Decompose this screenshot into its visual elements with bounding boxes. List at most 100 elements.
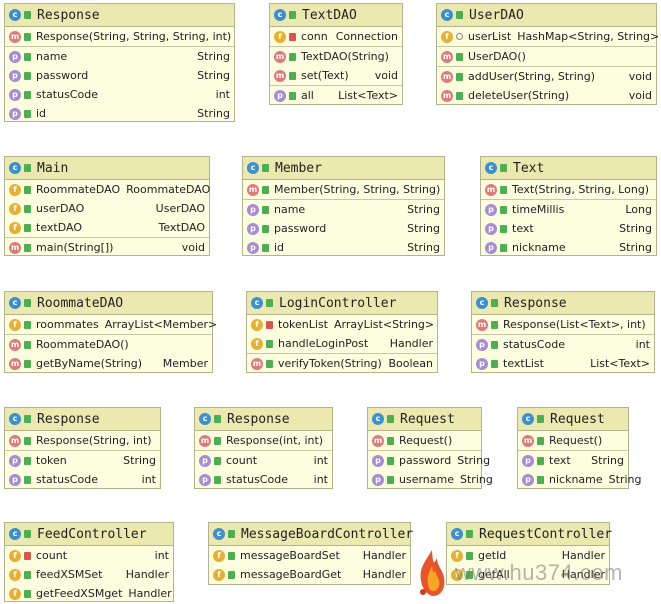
class-section: p text String p nickname String — [518, 451, 641, 489]
member-type: String — [407, 203, 440, 216]
class-icon: c — [9, 9, 21, 21]
public-visibility-icon — [456, 91, 463, 100]
package-visibility-icon — [456, 33, 463, 40]
public-visibility-icon — [456, 52, 463, 61]
class-section: m Response(List<Text>, int) — [472, 315, 654, 335]
member-type: Handler — [561, 568, 605, 581]
public-visibility-icon — [491, 299, 498, 307]
class-name: Response — [37, 7, 100, 23]
method-row: m Response(List<Text>, int) — [472, 315, 654, 334]
public-visibility-icon — [537, 436, 544, 445]
property-row: p statusCode int — [5, 85, 234, 104]
class-name: RequestController — [479, 526, 613, 542]
class-icon: c — [451, 528, 463, 540]
public-visibility-icon — [24, 243, 31, 252]
class-name: Response — [227, 411, 290, 427]
public-visibility-icon — [537, 456, 544, 465]
class-section: m TextDAO(String) m set(Text) void — [270, 47, 402, 86]
field-icon: f — [9, 318, 21, 331]
property-row: p timeMillis Long — [481, 200, 656, 219]
class-header: c Request — [518, 408, 628, 431]
member-type: void — [374, 69, 398, 82]
public-visibility-icon — [500, 243, 507, 252]
member-type: String — [197, 50, 230, 63]
public-visibility-icon — [289, 11, 296, 19]
method-row: m deleteUser(String) void — [437, 86, 656, 105]
public-visibility-icon — [228, 551, 235, 560]
member-name: Text(String, String, Long) — [512, 183, 650, 196]
member-name: username — [399, 473, 454, 486]
field-row: f conn Connection — [270, 27, 402, 46]
public-visibility-icon — [491, 320, 498, 329]
class-section: f conn Connection — [270, 27, 402, 47]
member-name: TextDAO(String) — [301, 50, 389, 63]
method-row: m Response(String, String, String, int) — [5, 27, 234, 46]
method-row: m set(Text) void — [270, 66, 402, 85]
member-type: int — [141, 473, 156, 486]
public-visibility-icon — [500, 185, 507, 194]
property-row: p statusCode int — [472, 335, 654, 354]
member-type: int — [215, 88, 230, 101]
method-icon: m — [274, 50, 286, 63]
property-icon: p — [372, 473, 384, 486]
private-lock-icon — [289, 32, 296, 41]
public-visibility-icon — [24, 164, 31, 172]
member-name: userDAO — [36, 202, 85, 215]
method-row: m UserDAO() — [437, 47, 656, 66]
member-name: getAll — [478, 568, 510, 581]
property-row: p name String — [243, 200, 444, 219]
public-visibility-icon — [24, 456, 31, 465]
property-row: p password String — [5, 66, 234, 85]
field-icon: f — [9, 221, 21, 234]
class-icon: c — [274, 9, 286, 21]
member-name: set(Text) — [301, 69, 349, 82]
public-visibility-icon — [24, 71, 31, 80]
field-icon: f — [9, 549, 21, 562]
member-type: String — [123, 454, 156, 467]
method-row: m Text(String, String, Long) — [481, 180, 656, 199]
class-icon: c — [372, 413, 384, 425]
public-visibility-icon — [456, 72, 463, 81]
method-row: m Member(String, String, String) — [243, 180, 444, 199]
member-type: String — [619, 241, 652, 254]
class-header: c RequestController — [447, 523, 613, 546]
class-messageboardcontroller: c MessageBoardController f messageBoardSet H… — [208, 522, 414, 585]
field-row: f feedXSMSet Handler — [5, 565, 173, 584]
method-row: m TextDAO(String) — [270, 47, 402, 66]
member-type: RoommateDAO — [126, 183, 211, 196]
property-icon: p — [476, 357, 488, 370]
public-visibility-icon — [500, 164, 507, 172]
public-visibility-icon — [387, 475, 394, 484]
public-visibility-icon — [266, 359, 273, 368]
member-type: Handler — [362, 549, 406, 562]
field-icon: f — [441, 30, 453, 43]
class-header: c Main — [5, 157, 209, 180]
class-icon: c — [476, 297, 488, 309]
class-name: Response — [504, 295, 567, 311]
public-visibility-icon — [228, 570, 235, 579]
public-visibility-icon — [24, 11, 31, 19]
public-visibility-icon — [24, 109, 31, 118]
class-header: c FeedController — [5, 523, 173, 546]
public-visibility-icon — [500, 205, 507, 214]
member-type: ArrayList<Member> — [104, 318, 218, 331]
watermark-text: www.hu374.com — [455, 560, 623, 585]
field-icon: f — [451, 549, 463, 562]
member-type: Handler — [389, 337, 433, 350]
field-row: f count int — [5, 546, 173, 565]
member-name: statusCode — [503, 338, 565, 351]
property-row: p statusCode int — [195, 470, 332, 489]
member-name: password — [274, 222, 327, 235]
property-icon: p — [199, 454, 211, 467]
field-row: f userList HashMap<String, String> — [437, 27, 659, 46]
property-icon: p — [9, 69, 21, 82]
method-icon: m — [9, 434, 21, 447]
member-type: String — [457, 454, 491, 467]
public-visibility-icon — [537, 415, 544, 423]
property-row: p nickname String — [481, 238, 656, 257]
member-type: Handler — [125, 568, 169, 581]
private-lock-icon — [266, 320, 273, 329]
class-feedcontroller: c FeedController f count int f feedXSMSet Handl… — [4, 522, 174, 602]
class-name: Member — [275, 160, 322, 176]
class-name: MessageBoardController — [241, 526, 414, 542]
